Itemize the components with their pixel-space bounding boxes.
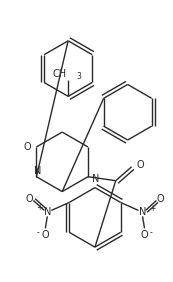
Text: -: -: [37, 228, 40, 237]
Text: N: N: [44, 208, 51, 217]
Text: -: -: [150, 228, 153, 237]
Text: O: O: [24, 142, 31, 152]
Text: CH: CH: [52, 69, 66, 78]
Text: N: N: [34, 166, 41, 176]
Text: O: O: [26, 193, 33, 204]
Text: +: +: [149, 204, 156, 213]
Text: O: O: [141, 230, 148, 240]
Text: 3: 3: [76, 72, 81, 81]
Text: +: +: [36, 203, 43, 212]
Text: O: O: [42, 230, 49, 240]
Text: O: O: [136, 160, 144, 170]
Text: N: N: [139, 208, 146, 217]
Text: N: N: [92, 174, 100, 184]
Text: O: O: [157, 193, 164, 204]
